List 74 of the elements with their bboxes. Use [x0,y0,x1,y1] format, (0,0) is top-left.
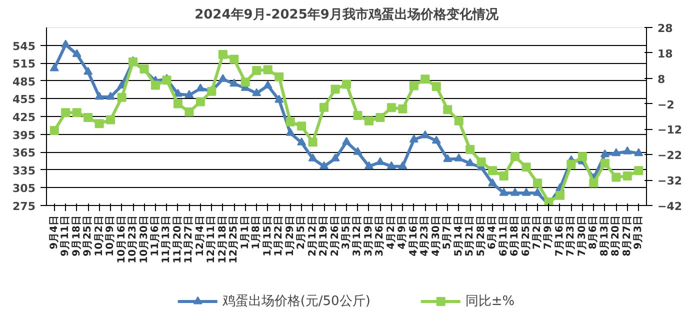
y2-tick-label: −12 [658,124,682,137]
x-tick-label: 10月16日 [116,215,128,264]
y2-tick-label: 8 [658,72,666,86]
x-tick-label: 1月29日 [284,216,296,256]
legend-label: 同比±% [465,293,515,310]
x-tick-label: 9月3日 [633,215,644,250]
x-tick-label: 9月25日 [82,216,94,256]
y2-tick-label: 28 [658,22,673,35]
x-tick-label: 2月19日 [318,216,330,256]
x-tick-label: 12月11日 [206,215,218,264]
y2-tick-label: −42 [658,200,682,213]
x-tick-label: 3月12日 [352,216,364,256]
y-tick-label: 275 [12,200,36,213]
x-tick-label: 6月11日 [498,216,510,256]
x-tick-label: 2月12日 [307,216,318,256]
x-tick-label: 9月18日 [71,216,82,256]
x-tick-label: 12月25日 [228,215,240,264]
x-tick-label: 4月16日 [408,216,420,256]
x-tick-label: 11月20日 [172,215,184,264]
x-tick-label: 8月20日 [610,216,622,256]
x-tick-label: 5月21日 [464,216,476,256]
x-tick-label: 7月9日 [543,215,554,250]
x-tick-label: 4月9日 [397,215,408,250]
y-tick-label: 485 [12,75,36,88]
x-tick-label: 12月18日 [217,215,228,264]
x-tick-label: 6月4日 [487,215,498,250]
y-tick-label: 395 [12,128,36,142]
x-tick-label: 8月27日 [622,216,633,256]
y-tick-label: 455 [12,93,36,106]
x-tick-label: 7月16日 [554,216,566,256]
x-tick-label: 11月13日 [161,215,172,264]
x-tick-label: 6月25日 [520,216,532,256]
x-tick-label: 12月4日 [194,216,206,256]
y-tick-label: 305 [12,182,36,196]
x-tick-label: 3月5日 [341,215,352,250]
x-tick-label: 2月5日 [296,215,308,250]
x-tick-label: 8月6日 [588,215,600,250]
x-tick-label: 9月11日 [60,216,72,256]
y2-tick-label: −2 [658,98,674,112]
x-tick-label: 3月19日 [363,216,374,256]
legend-label: 鸡蛋出场价格(元/50公斤) [222,293,370,310]
x-tick-label: 2月26日 [330,216,341,256]
x-tick-label: 9月4日 [48,215,60,250]
x-tick-label: 1月15日 [262,216,274,256]
chart-title: 2024年9月-2025年9月我市鸡蛋出场价格变化情况 [194,6,500,22]
x-tick-label: 1月1日 [240,215,251,250]
y2-tick-label: −22 [658,149,682,162]
x-tick-label: 7月2日 [532,215,544,250]
x-tick-label: 6月18日 [510,216,521,256]
y-tick-label: 425 [12,111,36,124]
y-tick-label: 365 [12,146,36,160]
x-tick-label: 7月23日 [566,216,577,256]
x-tick-label: 5月14日 [453,216,464,256]
x-tick-label: 1月22日 [274,216,285,256]
x-tick-label: 4月30日 [430,216,442,256]
x-tick-label: 8月13日 [599,216,610,256]
y2-tick-label: −32 [658,174,682,188]
x-tick-label: 5月7日 [442,215,454,250]
x-tick-label: 10月23日 [128,215,139,264]
x-tick-label: 10月9日 [105,216,116,256]
x-tick-label: 11月27日 [184,215,195,264]
x-tick-label: 10月2日 [94,216,105,256]
y-tick-label: 545 [12,40,36,53]
x-tick-label: 7月30日 [576,216,588,256]
x-tick-label: 4月2日 [386,215,397,250]
y2-tick-label: 18 [658,47,673,60]
x-tick-label: 11月6日 [150,216,161,256]
x-tick-label: 10月30日 [138,215,150,264]
y-tick-label: 515 [12,58,36,71]
x-tick-label: 1月8日 [251,215,262,250]
y-tick-label: 335 [12,164,36,178]
x-tick-label: 4月23日 [420,216,431,256]
x-tick-label: 3月26日 [374,216,386,256]
x-tick-label: 5月28日 [476,216,487,256]
